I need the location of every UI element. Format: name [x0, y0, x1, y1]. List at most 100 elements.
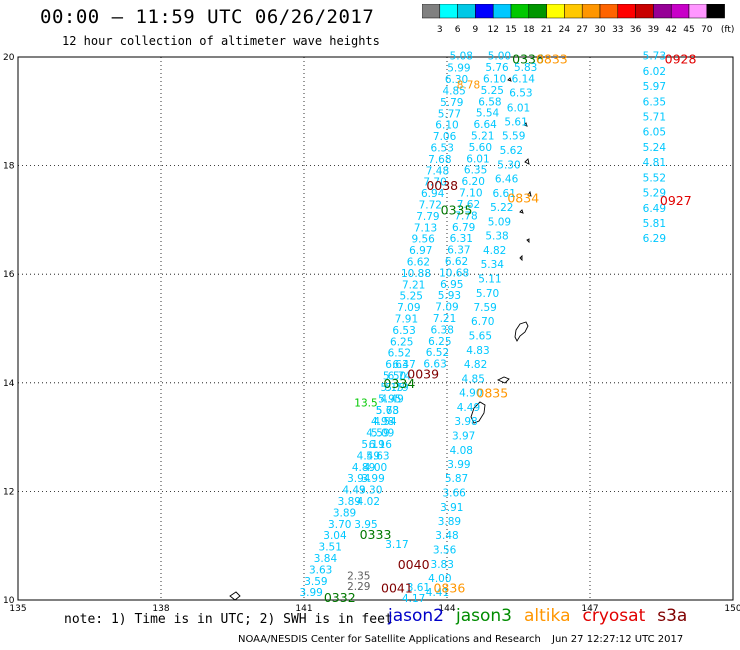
wave-height-value: 3.99 — [447, 459, 470, 471]
wave-height-value: 6.53 — [392, 325, 415, 337]
wave-height-value: 3.59 — [304, 576, 327, 588]
wave-height-value: 5.63 — [366, 450, 389, 462]
wave-height-value: 3.91 — [440, 502, 463, 514]
wave-height-value: 6.10 — [483, 74, 506, 86]
wave-height-value: 7.10 — [459, 188, 482, 200]
island-outline — [526, 238, 530, 244]
wave-height-value: 4.98 — [371, 416, 394, 428]
scale-value-label: 24 — [559, 25, 571, 35]
scale-value-label: 42 — [665, 25, 676, 35]
lat-tick-label: 10 — [3, 596, 15, 606]
wave-height-value: 4.08 — [450, 445, 473, 457]
lon-tick-label: 147 — [581, 604, 598, 614]
wave-height-value: 6.53 — [509, 88, 532, 100]
wave-height-value: 5.99 — [447, 63, 470, 75]
wave-height-value: 5.79 — [440, 97, 463, 109]
scale-value-label: 3 — [437, 25, 443, 35]
wave-height-value: 5.95 — [378, 393, 401, 405]
pass-time-label: 0038 — [426, 178, 458, 193]
wave-height-value: 3.89 — [333, 507, 356, 519]
scale-value-label: 36 — [630, 25, 642, 35]
wave-height-value: 6.10 — [435, 120, 458, 132]
wave-height-value: 4.54 — [373, 416, 397, 428]
wave-height-value: 3.61 — [407, 582, 430, 594]
wave-height-value: 5.50 — [383, 371, 406, 383]
wave-height-value: 3.95 — [354, 519, 377, 531]
lat-tick-label: 16 — [3, 270, 15, 280]
pass-time-label: 0834 — [507, 191, 539, 206]
wave-height-value: 5.87 — [445, 473, 468, 485]
wave-height-value: 6.63 — [423, 359, 446, 371]
wave-height-value: 6.94 — [421, 188, 445, 200]
island-outline — [229, 591, 241, 601]
island-outline — [507, 77, 512, 82]
wave-height-value: 6.70 — [471, 316, 494, 328]
wave-height-value: 6.38 — [431, 324, 454, 336]
wave-height-value: 5.19 — [361, 439, 384, 451]
wave-height-value: 7.09 — [435, 302, 458, 314]
wave-height-value: 6.25 — [390, 336, 413, 348]
island-outline — [519, 209, 524, 214]
wave-height-value: 5.11 — [478, 273, 501, 285]
wave-height-value: 4.89 — [352, 462, 375, 474]
wave-height-value: 5.68 — [376, 405, 399, 417]
wave-height-value: 3.51 — [319, 542, 342, 554]
wave-height-value: 5.25 — [481, 85, 504, 97]
wave-height-value: 5.81 — [643, 218, 666, 230]
pass-time-label: 0835 — [476, 385, 508, 400]
scale-value-label: 39 — [648, 25, 660, 35]
scale-value-label: 18 — [523, 25, 535, 35]
wave-height-value: 4.41 — [426, 587, 449, 599]
pass-time-label: 0833 — [536, 52, 568, 67]
wave-height-value: 4.02 — [357, 496, 380, 508]
wave-height-value: 6.63 — [385, 359, 408, 371]
page-title: 00:00 – 11:59 UTC 06/26/2017 — [40, 6, 375, 28]
wave-height-value: 6.35 — [464, 165, 487, 177]
wave-height-value: 6.46 — [495, 173, 519, 185]
wave-height-value: 5.30 — [497, 159, 520, 171]
color-scale-legend: 3 6 9 12 15 18 21 24 27 30 33 36 39 42 45 70 (ft) — [422, 4, 734, 35]
scale-value-label: 45 — [683, 25, 694, 35]
scale-value-label: 27 — [576, 25, 587, 35]
pass-time-label: 0334 — [383, 376, 415, 391]
wave-height-value: 4.49 — [457, 402, 480, 414]
wave-height-value: 5.09 — [371, 428, 394, 440]
wave-height-value: 6.74 — [388, 371, 412, 383]
lat-tick-label: 14 — [3, 379, 15, 389]
wave-height-value: 6.14 — [512, 74, 536, 86]
wave-height-value: 5.25 — [400, 291, 423, 303]
wave-height-value: 4.00 — [428, 573, 451, 585]
map-frame — [17, 56, 734, 601]
wave-height-value: 5.79 — [385, 382, 408, 394]
wave-height-value: 4.49 — [357, 450, 380, 462]
wave-height-value: 6.30 — [445, 74, 468, 86]
wave-height-value: 6.61 — [493, 188, 516, 200]
wave-height-value: 7.79 — [416, 211, 439, 223]
satellite-legend-cryosat: cryosat — [582, 606, 646, 626]
wave-height-value: 7.13 — [414, 222, 437, 234]
wave-height-value: 4.90 — [459, 387, 482, 399]
lat-tick-label: 12 — [3, 487, 14, 497]
wave-height-value: 5.21 — [471, 131, 494, 143]
wave-height-value: 3.30 — [359, 485, 382, 497]
wave-height-value: 6.49 — [643, 203, 666, 215]
wave-height-value: 10.68 — [439, 267, 469, 279]
wave-height-value: 5.59 — [502, 131, 525, 143]
wave-height-value: 3.56 — [433, 544, 457, 556]
wave-height-value: 5.97 — [643, 81, 666, 93]
wave-height-value: 5.52 — [643, 172, 666, 184]
wave-height-value: 5.62 — [500, 145, 523, 157]
wave-height-value: 7.21 — [433, 313, 456, 325]
wave-height-value: 6.31 — [450, 233, 473, 245]
wave-height-value: 3.04 — [323, 530, 347, 542]
island-outline — [514, 321, 529, 342]
island-outline — [527, 190, 532, 197]
wave-height-value: 6.62 — [445, 256, 468, 268]
wave-height-value: 5.34 — [481, 259, 505, 271]
wave-height-value: 6.47 — [392, 359, 415, 371]
wave-height-value: 6.01 — [466, 153, 489, 165]
wave-height-value: 6.79 — [452, 222, 475, 234]
wave-height-value: 3.89 — [338, 496, 361, 508]
wave-height-value: 6.52 — [388, 348, 411, 360]
wave-height-value: 7.21 — [402, 279, 425, 291]
